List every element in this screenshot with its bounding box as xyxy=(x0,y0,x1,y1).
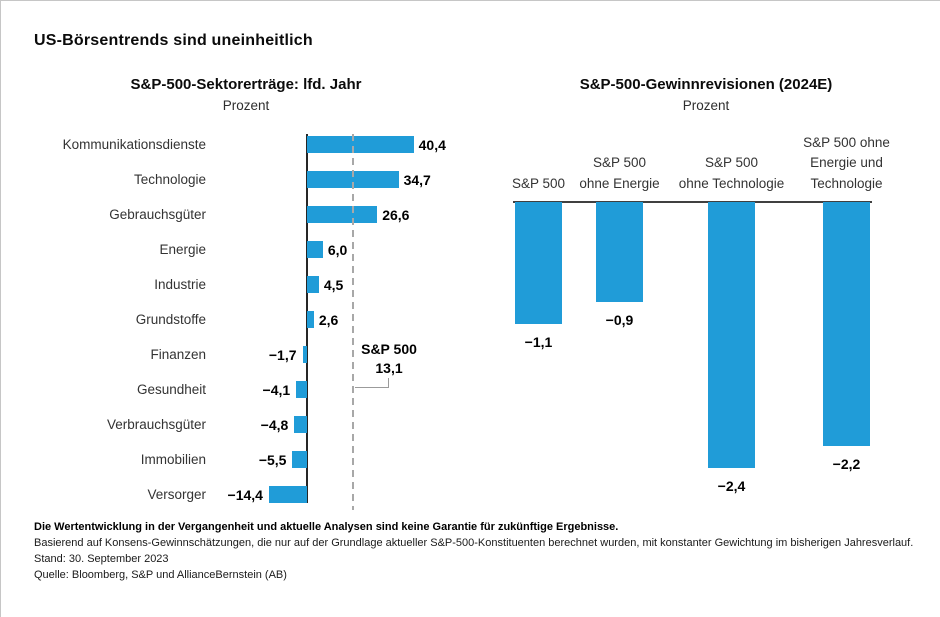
bar xyxy=(823,202,870,447)
value-label: −4,8 xyxy=(260,416,289,433)
footnotes: Die Wertentwicklung in der Vergangenheit… xyxy=(34,519,914,583)
sp500-dashed-reference-line xyxy=(352,134,354,510)
category-label: Gesundheit xyxy=(136,382,206,397)
value-label: −4,1 xyxy=(262,381,291,398)
category-label-line: S&P 500 xyxy=(511,175,566,191)
reference-label: S&P 500 xyxy=(361,341,417,357)
value-label: 4,5 xyxy=(323,276,344,293)
zero-baseline xyxy=(513,201,872,203)
value-label: 40,4 xyxy=(418,136,446,153)
bar xyxy=(515,202,562,325)
bar xyxy=(708,202,755,469)
footnote-note: Basierend auf Konsens-Gewinnschätzungen,… xyxy=(34,537,914,549)
right-plot-area: −1,1 S&P 500 −0,9 S&P 500 ohne Energie −2,4 S&… xyxy=(471,1,940,517)
reference-connector-line xyxy=(355,378,389,388)
category-label-line: S&P 500 ohne xyxy=(803,134,890,150)
category-label: Verbrauchsgüter xyxy=(106,417,206,432)
footnote-disclaimer: Die Wertentwicklung in der Vergangenheit… xyxy=(34,521,619,533)
bar xyxy=(302,346,307,363)
right-chart-title: S&P-500-Gewinnrevisionen (2024E) xyxy=(579,76,833,93)
category-label: Versorger xyxy=(147,487,206,502)
bar xyxy=(596,202,643,302)
bar xyxy=(296,381,307,398)
left-plot-area: Kommunikationsdienste 40,4 Technologie 34,7… xyxy=(41,127,471,517)
value-label: −14,4 xyxy=(227,486,263,503)
category-label-line: Energie und xyxy=(810,155,883,170)
category-label: Immobilien xyxy=(140,452,206,467)
bar xyxy=(268,486,307,503)
category-label-line: S&P 500 xyxy=(704,155,759,170)
category-label: Technologie xyxy=(133,172,206,187)
category-label-line: ohne Technologie xyxy=(678,175,785,191)
value-label: 2,6 xyxy=(318,311,339,328)
left-chart-subtitle: Prozent xyxy=(222,98,270,113)
footnote-source: Quelle: Bloomberg, S&P und AllianceBerns… xyxy=(34,569,287,581)
footnote-as-of: Stand: 30. September 2023 xyxy=(34,553,169,565)
bar xyxy=(307,311,314,328)
category-label: Industrie xyxy=(154,277,206,292)
bar xyxy=(307,136,414,153)
reference-value: 13,1 xyxy=(375,360,403,376)
category-label-line: S&P 500 xyxy=(592,155,647,170)
right-chart-subtitle: Prozent xyxy=(682,98,730,113)
category-label: Kommunikationsdienste xyxy=(62,137,206,152)
left-chart-title: S&P-500-Sektorerträge: lfd. Jahr xyxy=(130,76,362,93)
category-label: Finanzen xyxy=(150,347,206,362)
category-label-line: ohne Energie xyxy=(579,175,660,191)
bar xyxy=(307,241,323,258)
value-label: −0,9 xyxy=(605,311,634,328)
page-title: US-Börsentrends sind uneinheitlich xyxy=(34,32,313,49)
bar xyxy=(307,206,378,223)
value-label: −1,7 xyxy=(268,346,297,363)
bar xyxy=(307,276,319,293)
value-label: −2,2 xyxy=(832,456,861,473)
category-label: Grundstoffe xyxy=(135,312,206,327)
value-label: −5,5 xyxy=(258,451,287,468)
category-label: S&P 500 ohne Energie und Technologie xyxy=(772,133,922,195)
category-label: S&P 500 ohne Technologie xyxy=(657,153,807,194)
value-label: 26,6 xyxy=(382,206,410,223)
value-label: −1,1 xyxy=(524,334,553,351)
bar xyxy=(294,416,307,433)
bar xyxy=(292,451,307,468)
value-label: 6,0 xyxy=(327,241,348,258)
category-label-line: Technologie xyxy=(810,175,883,191)
category-label: Energie xyxy=(159,242,206,257)
category-label: S&P 500 xyxy=(464,174,614,195)
category-label: Gebrauchsgüter xyxy=(109,207,206,222)
value-label: 34,7 xyxy=(403,171,431,188)
value-label: −2,4 xyxy=(717,478,746,495)
category-label: S&P 500 ohne Energie xyxy=(545,153,695,194)
